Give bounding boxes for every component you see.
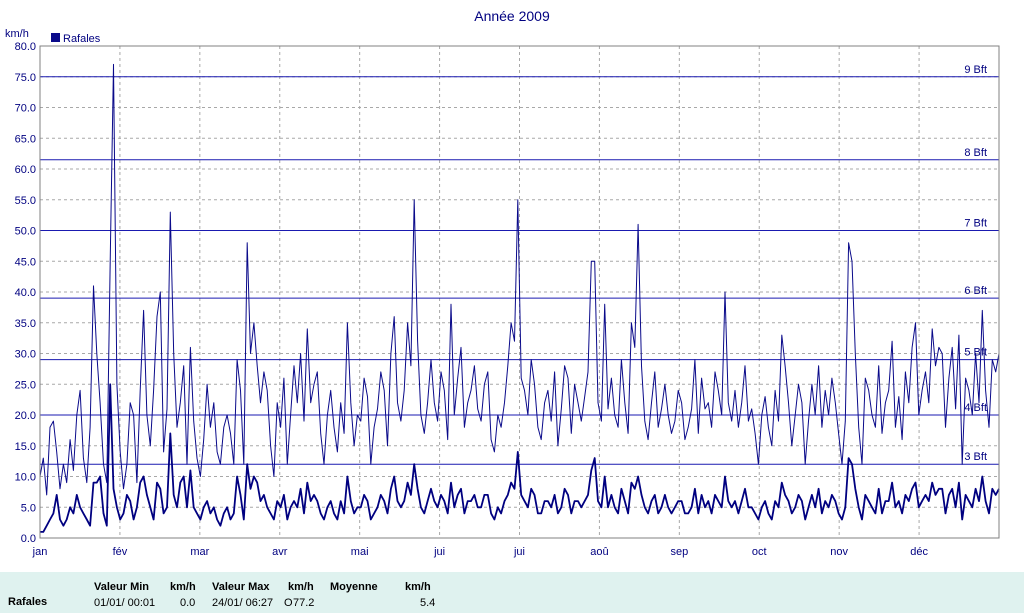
y-tick-label: 55.0 (15, 195, 36, 207)
max-unit: km/h (288, 581, 314, 593)
y-tick-label: 70.0 (15, 103, 36, 115)
x-tick-label: sep (670, 546, 688, 558)
max-value: 77.2 (293, 597, 315, 609)
x-axis-ticks: jan fév mar avr mai jui jui aoû sep oct nov déc (32, 546, 929, 558)
series-line (40, 383, 1000, 533)
x-tick-label: avr (272, 546, 288, 558)
y-tick-label: 65.0 (15, 133, 36, 145)
x-tick-label: oct (752, 546, 767, 558)
stats-panel: Rafales Valeur Min km/h 01/01/ 00:01 0.0… (0, 572, 1024, 613)
max-direction: O (284, 597, 293, 609)
min-value: 0.0 (180, 597, 196, 609)
x-tick-label: déc (910, 546, 928, 558)
y-tick-label: 45.0 (15, 256, 36, 268)
y-tick-label: 10.0 (15, 472, 36, 484)
y-tick-label: 50.0 (15, 226, 36, 238)
x-tick-label: mai (351, 546, 369, 558)
beaufort-label: 9 Bft (964, 64, 987, 76)
min-header: Valeur Min (94, 581, 150, 593)
y-axis-unit-label: km/h (5, 28, 29, 40)
beaufort-label: 7 Bft (964, 218, 987, 230)
y-tick-label: 0.0 (21, 533, 36, 545)
y-tick-label: 75.0 (15, 72, 36, 84)
x-tick-label: jui (513, 546, 525, 558)
y-tick-label: 30.0 (15, 349, 36, 361)
legend-label: Rafales (63, 33, 101, 45)
x-tick-label: nov (830, 546, 848, 558)
y-tick-label: 20.0 (15, 410, 36, 422)
min-unit: km/h (170, 581, 196, 593)
y-axis-ticks: 0.0 5.0 10.0 15.0 20.0 25.0 30.0 35.0 40.0 45.0 50… (15, 41, 36, 545)
x-tick-label: mar (190, 546, 209, 558)
beaufort-label: 4 Bft (964, 402, 987, 414)
max-date: 24/01/ 06:27 (212, 597, 274, 609)
series-line (39, 63, 1000, 496)
avg-unit: km/h (405, 581, 431, 593)
legend-swatch (51, 33, 60, 42)
y-tick-label: 80.0 (15, 41, 36, 53)
chart-title: Année 2009 (474, 8, 550, 24)
avg-value: 5.4 (420, 597, 436, 609)
x-tick-label: jan (32, 546, 48, 558)
max-header: Valeur Max (212, 581, 270, 593)
min-date: 01/01/ 00:01 (94, 597, 156, 609)
beaufort-label: 6 Bft (964, 285, 987, 297)
y-tick-label: 40.0 (15, 287, 36, 299)
x-tick-label: aoû (590, 546, 608, 558)
y-tick-label: 60.0 (15, 164, 36, 176)
y-tick-label: 5.0 (21, 502, 36, 514)
beaufort-label: 3 Bft (964, 451, 987, 463)
y-tick-label: 35.0 (15, 318, 36, 330)
series (39, 63, 1000, 533)
beaufort-label: 8 Bft (964, 147, 987, 159)
stats-row-label: Rafales (8, 596, 48, 608)
plot-frame (39, 45, 1000, 539)
y-tick-label: 15.0 (15, 441, 36, 453)
avg-header: Moyenne (330, 581, 378, 593)
x-tick-label: fév (113, 546, 128, 558)
x-tick-label: jui (433, 546, 445, 558)
y-tick-label: 25.0 (15, 379, 36, 391)
